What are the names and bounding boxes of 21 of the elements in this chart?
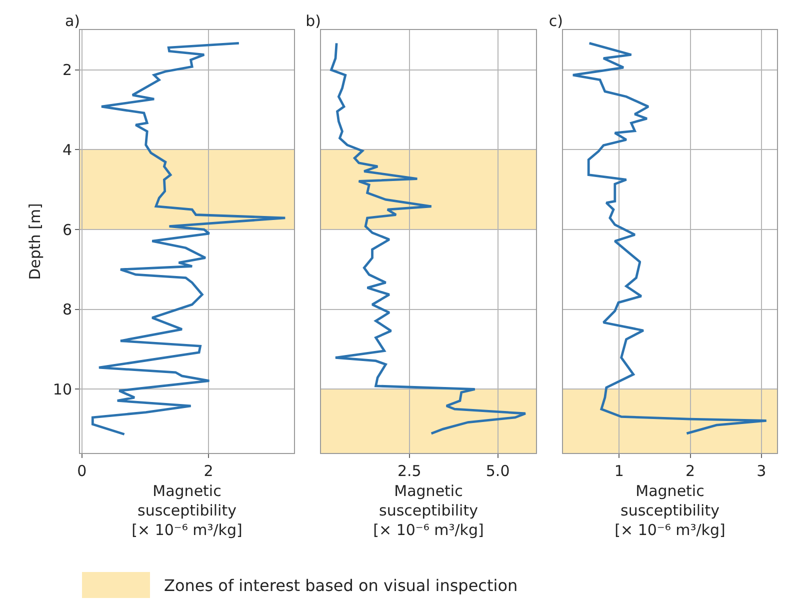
chart-title: b) bbox=[306, 12, 321, 30]
x-tick-label: 2.5 bbox=[397, 462, 422, 480]
x-tick-label: 1 bbox=[614, 462, 624, 480]
y-tick-label: 6 bbox=[62, 220, 72, 239]
y-tick-label: 8 bbox=[62, 300, 72, 319]
x-tick-label: 0 bbox=[77, 462, 87, 480]
x-tick-label: 5.0 bbox=[486, 462, 510, 480]
x-tick-label: 2 bbox=[685, 462, 696, 480]
x-axis-title: Magnetic susceptibility [× 10⁻⁶ m³/kg] bbox=[614, 482, 726, 539]
chart-title: c) bbox=[548, 12, 563, 30]
y-tick-label: 10 bbox=[52, 380, 72, 398]
x-axis-title: Magnetic susceptibility [× 10⁻⁶ m³/kg] bbox=[132, 482, 242, 539]
line-series bbox=[91, 42, 286, 436]
y-tick-label: 2 bbox=[62, 61, 72, 80]
x-tick-label: 3 bbox=[756, 462, 766, 480]
chart-title: a) bbox=[64, 12, 80, 30]
x-axis-title: Magnetic susceptibility [× 10⁻⁶ m³/kg] bbox=[373, 482, 484, 539]
x-tick-label: 2 bbox=[204, 462, 214, 480]
y-tick-label: 4 bbox=[62, 140, 72, 159]
y-axis-title: Depth [m] bbox=[26, 203, 44, 280]
legend-label: Zones of interest based on visual inspection bbox=[164, 576, 518, 594]
